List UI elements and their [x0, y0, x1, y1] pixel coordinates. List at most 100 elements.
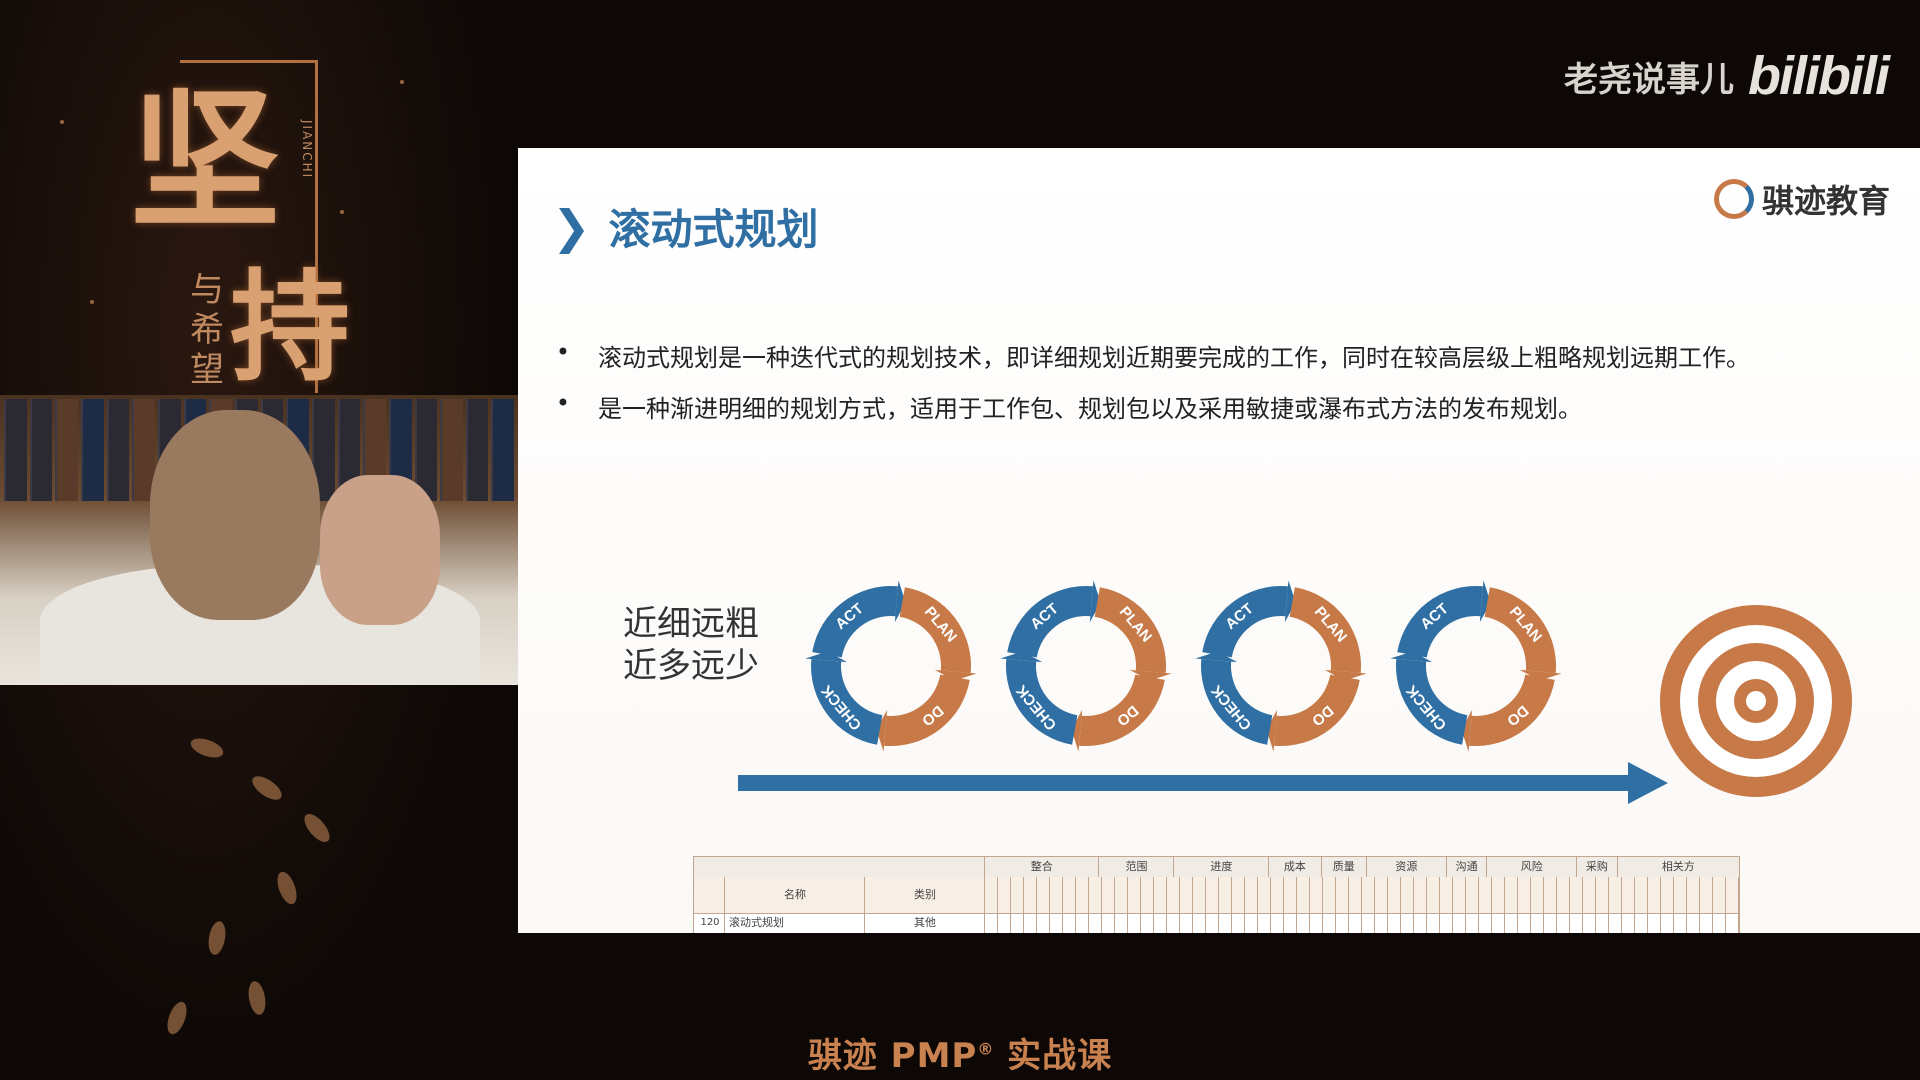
slide-header: ❯ 滚动式规划 [552, 196, 819, 257]
pdca-segment [1202, 586, 1288, 658]
sparkle [90, 300, 94, 304]
footprint [299, 809, 335, 847]
pdca-segment [899, 587, 971, 673]
pdca-arrowhead [1089, 580, 1101, 623]
pdca-arrowhead [1479, 580, 1491, 623]
pdca-segment [1274, 674, 1360, 746]
pdca-arrowhead [1266, 709, 1278, 752]
process-number-columns [984, 877, 1739, 913]
motto-line: 近多远少 [623, 646, 759, 686]
pdca-segment [1201, 659, 1273, 745]
pdca-segment [1289, 587, 1361, 673]
pdca-segment [1079, 674, 1165, 746]
column-header-type: 类别 [864, 877, 985, 913]
course-caption: 骐迹 PMP® 实战课 [0, 1028, 1920, 1077]
caption-suffix: 实战课 [994, 1036, 1113, 1076]
footprint [188, 734, 226, 762]
row-type: 其他 [864, 913, 985, 933]
bullet-list: • 滚动式规划是一种迭代式的规划技术，即详细规划近期要完成的工作，同时在较高层级… [528, 338, 1908, 440]
knowledge-area-header: 采购 [1576, 857, 1616, 877]
poster-title-char-2: 持 [230, 257, 350, 398]
knowledge-area-header: 质量 [1320, 857, 1366, 877]
presenter-face [150, 410, 320, 620]
poster-subtitle: 与希望 [190, 270, 224, 390]
knowledge-area-header: 相关方 [1616, 857, 1739, 877]
pdca-arrowhead [1324, 669, 1367, 681]
pdca-arrowhead [805, 651, 848, 663]
knowledge-area-header: 整合 [984, 857, 1098, 877]
bullet-dot: • [555, 389, 571, 417]
knowledge-area-header: 范围 [1098, 857, 1173, 877]
motto-line: 近细远粗 [623, 604, 759, 644]
poster-pinyin: JIANCHI [300, 120, 314, 180]
bullet-dot: • [555, 338, 571, 366]
pdca-arrowhead [1390, 651, 1433, 663]
pdca-arrowhead [1129, 669, 1172, 681]
bullet-item: • 滚动式规划是一种迭代式的规划技术，即详细规划近期要完成的工作，同时在较高层级… [528, 338, 1908, 373]
presenter-hand [320, 475, 440, 625]
pdca-arrowhead [934, 669, 977, 681]
channel-brand: 老尧说事儿 bilibili [1564, 45, 1890, 107]
sparkle [400, 80, 404, 84]
column-header-name: 名称 [724, 877, 865, 913]
table-header: 名称 类别 [694, 877, 1739, 914]
pdca-segment [1094, 587, 1166, 673]
presentation-slide: ❯ 滚动式规划 骐迹教育 • 滚动式规划是一种迭代式的规划技术，即详细规划近期要… [518, 148, 1920, 933]
pdca-arrowhead [894, 580, 906, 623]
knowledge-area-header: 风险 [1486, 857, 1576, 877]
org-logo-icon [1713, 179, 1754, 219]
chevron-right-icon: ❯ [552, 199, 591, 254]
footprint [206, 919, 228, 957]
pdca-arrowhead [1519, 669, 1562, 681]
caption-text: 骐迹 PMP [807, 1036, 978, 1076]
poster-title-char-1: 坚 [130, 73, 281, 249]
channel-name: 老尧说事儿 [1564, 59, 1734, 100]
row-cells [984, 913, 1739, 933]
pdca-segment [1396, 659, 1468, 745]
pdca-segment [1007, 586, 1093, 658]
webcam-video [0, 395, 518, 685]
footprint [246, 979, 268, 1017]
process-table: 整合 范围 进度 成本 质量 资源 沟通 风险 采购 相关方 名称 类别 120 滚动式规划 其他 [693, 856, 1740, 933]
sparkle [340, 210, 344, 214]
pdca-arrowhead [876, 709, 888, 752]
poster-frame [180, 60, 318, 393]
registered-mark: ® [977, 1039, 995, 1059]
pdca-cycles: ACT PLAN DO CHECK ACT PLAN DO CHECK ACT PLAN DO CHE… [803, 578, 1562, 768]
pdca-segment [884, 674, 970, 746]
bullet-text: 滚动式规划是一种迭代式的规划技术，即详细规划近期要完成的工作，同时在较高层级上粗… [598, 344, 1750, 372]
footprint [273, 869, 301, 907]
footprint [248, 771, 286, 805]
motto: 近细远粗 近多远少 [623, 603, 759, 687]
pdca-arrowhead [1284, 580, 1296, 623]
bullet-text: 是一种渐进明细的规划方式，适用于工作包、规划包以及采用敏捷或瀑布式方法的发布规划… [598, 395, 1582, 423]
knowledge-area-groups: 整合 范围 进度 成本 质量 资源 沟通 风险 采购 相关方 [984, 857, 1739, 877]
pdca-segment [1469, 674, 1555, 746]
knowledge-area-header: 成本 [1268, 857, 1320, 877]
bilibili-logo: bilibili [1748, 46, 1890, 106]
row-name: 滚动式规划 [724, 913, 864, 933]
table-row: 120 滚动式规划 其他 [694, 913, 1739, 933]
pdca-segment [812, 586, 898, 658]
slide-title: 滚动式规划 [608, 205, 819, 254]
bullet-item: • 是一种渐进明细的规划方式，适用于工作包、规划包以及采用敏捷或瀑布式方法的发布… [528, 389, 1908, 424]
target-icon [1660, 605, 1852, 797]
pdca-segment [1397, 586, 1483, 658]
timeline-arrow [738, 762, 1668, 804]
table-group-header: 整合 范围 进度 成本 质量 资源 沟通 风险 采购 相关方 [694, 857, 1739, 878]
org-name: 骐迹教育 [1761, 182, 1890, 220]
sparkle [60, 120, 64, 124]
knowledge-area-header: 进度 [1173, 857, 1268, 877]
knowledge-area-header: 资源 [1365, 857, 1446, 877]
pdca-segment [811, 659, 883, 745]
pdca-arrowhead [1000, 651, 1043, 663]
pdca-segment [1484, 587, 1556, 673]
pdca-arrowhead [1461, 709, 1473, 752]
pdca-arrowhead [1071, 709, 1083, 752]
knowledge-area-header: 沟通 [1445, 857, 1486, 877]
row-number: 120 [700, 917, 720, 928]
